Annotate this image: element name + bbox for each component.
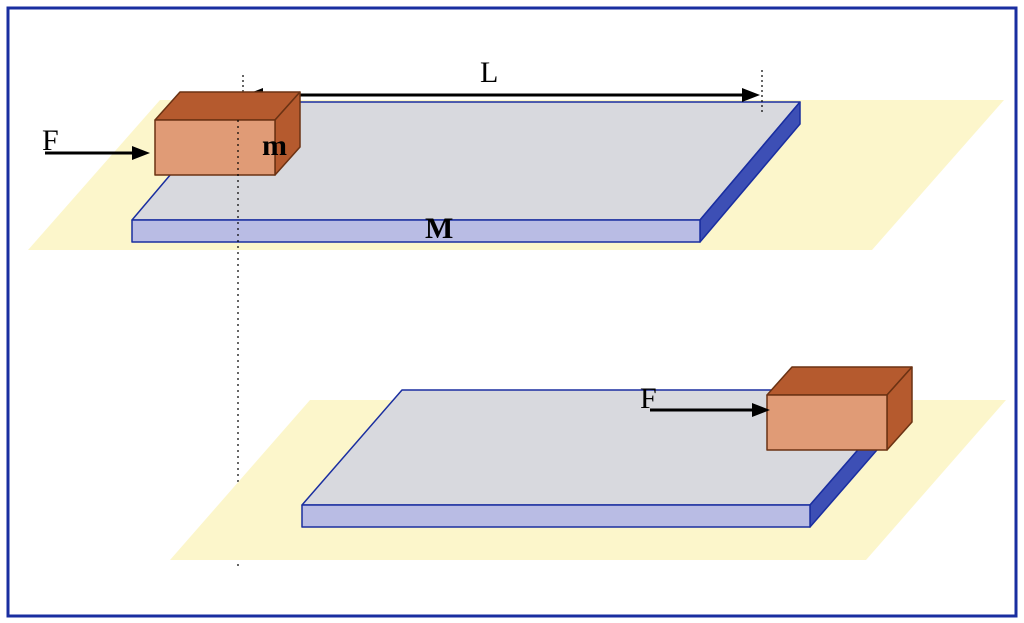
label-F-bottom: F: [640, 382, 657, 415]
label-M: M: [425, 212, 453, 245]
slab-top-face-front: [132, 220, 700, 242]
label-m: m: [262, 129, 287, 162]
block-bottom-face-front: [767, 395, 887, 450]
label-L: L: [480, 56, 498, 89]
block-top-face-front: [155, 120, 275, 175]
label-F-top: F: [42, 124, 59, 157]
slab-bottom-face-front: [302, 505, 810, 527]
